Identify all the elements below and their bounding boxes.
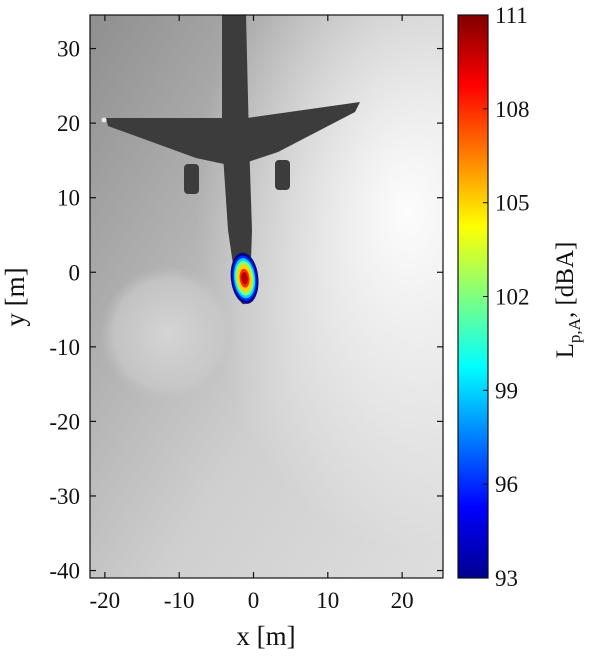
aircraft-silhouette <box>101 15 360 305</box>
x-tick-label: 20 <box>391 588 414 613</box>
plot-frame <box>89 14 444 579</box>
x-tick-label: -10 <box>164 588 195 613</box>
colorbar-tick-label: 93 <box>495 566 518 591</box>
y-tick-label: -10 <box>49 335 80 360</box>
plot-area <box>90 15 443 578</box>
source-contour <box>241 272 248 285</box>
colorbar-label: Lp,A, [dBA] <box>552 242 584 359</box>
y-axis-ticks: 30 20 10 0 -10 -20 -30 -40 <box>49 37 443 584</box>
colorbar-label-main: L <box>552 343 579 358</box>
colorbar-ticks: 111 108 105 102 99 96 93 <box>483 3 530 591</box>
colorbar-tick-label: 105 <box>495 191 530 216</box>
colorbar-label-sub: p,A <box>565 317 584 343</box>
colorbar: 111 108 105 102 99 96 93 Lp,A, [dBA] <box>457 3 584 591</box>
colorbar-tick-label: 111 <box>495 3 528 28</box>
y-axis-label: y [m] <box>0 267 30 326</box>
y-tick-label: 20 <box>57 111 80 136</box>
x-axis-ticks: -20 -10 0 10 20 <box>90 15 414 613</box>
x-axis-label: x [m] <box>236 621 295 651</box>
source-map <box>230 252 259 304</box>
y-tick-label: -30 <box>49 484 80 509</box>
y-tick-label: -40 <box>49 559 80 584</box>
colorbar-tick-label: 102 <box>495 285 530 310</box>
x-tick-label: -20 <box>90 588 121 613</box>
y-tick-label: 10 <box>57 186 80 211</box>
y-tick-label: 30 <box>57 37 80 62</box>
colorbar-tick-label: 96 <box>495 472 518 497</box>
y-tick-label: 0 <box>69 260 81 285</box>
colorbar-label-suffix: , [dBA] <box>552 242 579 318</box>
x-tick-label: 10 <box>316 588 339 613</box>
colorbar-tick-label: 108 <box>495 97 530 122</box>
y-tick-label: -20 <box>49 409 80 434</box>
lens-flare <box>100 266 236 402</box>
colorbar-tick-label: 99 <box>495 378 518 403</box>
x-tick-label: 0 <box>248 588 260 613</box>
